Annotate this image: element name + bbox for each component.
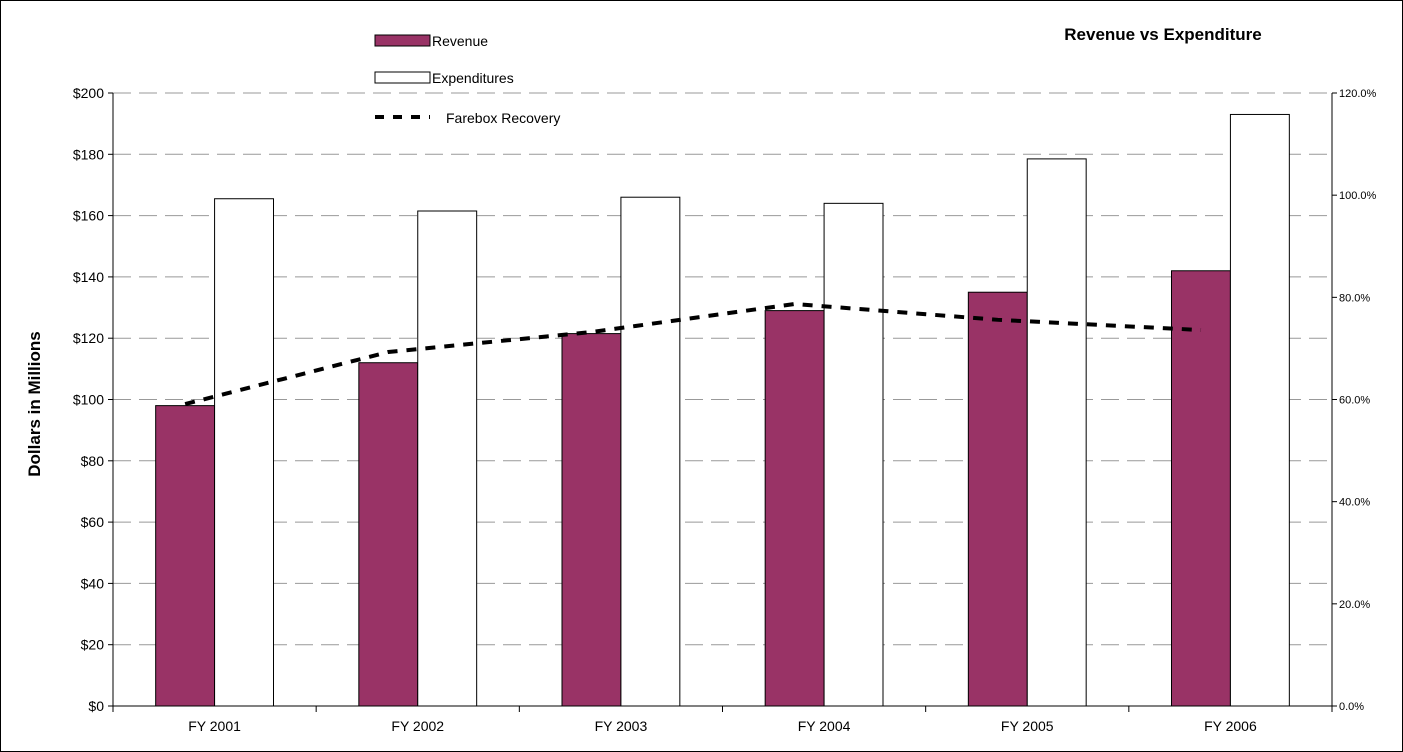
gridlines — [113, 92, 1332, 646]
y-tick-label: $20 — [81, 637, 105, 653]
y-tick-label: $40 — [81, 575, 105, 591]
y2-tick-label: 0.0% — [1339, 701, 1364, 713]
bar-expenditures — [823, 202, 884, 707]
y-tick-label: $180 — [73, 146, 104, 162]
y-tick-label: $100 — [73, 392, 104, 408]
legend: Revenue Expenditures Farebox Recovery — [374, 33, 560, 126]
y-tick-label: $200 — [73, 85, 104, 101]
x-tick-label: FY 2004 — [798, 718, 851, 734]
bar-expenditures — [620, 196, 681, 707]
y-tick-label: $140 — [73, 269, 104, 285]
bar-expenditures — [1026, 158, 1087, 707]
line-farebox-recovery — [184, 301, 1202, 407]
y2-tick-label: 120.0% — [1339, 88, 1377, 100]
x-tick-label: FY 2006 — [1204, 718, 1257, 734]
farebox-line — [184, 301, 1202, 407]
bar-revenue — [358, 362, 419, 707]
axis-ticks: $0 $20 $40 $60 $80 $100 $120 $140 $160 $180 $200 0.… — [73, 85, 1377, 734]
x-tick-label: FY 2001 — [188, 718, 241, 734]
legend-label-farebox: Farebox Recovery — [446, 110, 560, 126]
y-tick-label: $160 — [73, 208, 104, 224]
bar-expenditures — [1229, 113, 1290, 707]
y2-tick-label: 20.0% — [1339, 599, 1370, 611]
bar-revenue — [764, 310, 825, 707]
bar-expenditures — [417, 210, 478, 707]
y2-tick-label: 40.0% — [1339, 497, 1370, 509]
y-tick-label: $80 — [81, 453, 105, 469]
bar-revenue — [561, 333, 622, 707]
bar-revenue — [967, 291, 1028, 707]
y-tick-label: $120 — [73, 330, 104, 346]
bar-revenue — [155, 405, 216, 707]
legend-label-revenue: Revenue — [432, 33, 488, 49]
y2-tick-label: 80.0% — [1339, 292, 1370, 304]
bar-expenditures — [214, 198, 275, 707]
y2-tick-label: 60.0% — [1339, 395, 1370, 407]
y-tick-label: $60 — [81, 514, 105, 530]
x-tick-label: FY 2005 — [1001, 718, 1054, 734]
legend-swatch-expenditures — [374, 71, 431, 84]
x-tick-label: FY 2002 — [391, 718, 444, 734]
x-tick-label: FY 2003 — [595, 718, 648, 734]
bars — [155, 113, 1290, 707]
y-axis-label: Dollars in Millions — [25, 331, 44, 476]
bar-revenue — [1170, 270, 1231, 707]
chart-title: Revenue vs Expenditure — [1064, 25, 1261, 44]
y-tick-label: $0 — [88, 698, 104, 714]
legend-swatch-revenue — [374, 34, 431, 47]
y2-tick-label: 100.0% — [1339, 190, 1377, 202]
legend-label-expenditures: Expenditures — [432, 70, 514, 86]
